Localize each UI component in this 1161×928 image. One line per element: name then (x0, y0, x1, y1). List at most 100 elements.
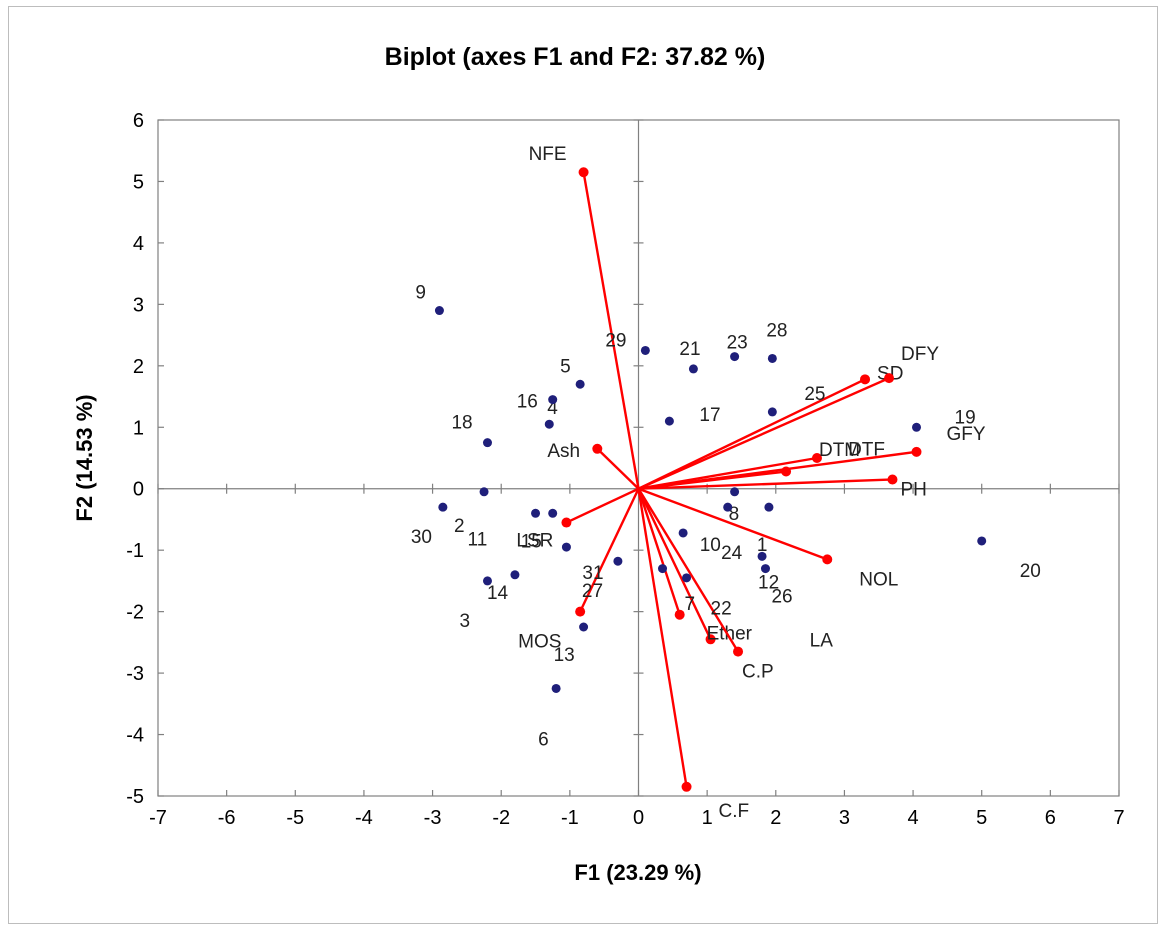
observation-label: 11 (468, 529, 488, 550)
y-tick-label: -4 (126, 725, 144, 747)
observation-point (548, 508, 558, 518)
observation-point (760, 564, 770, 574)
observation-label: 5 (560, 356, 571, 377)
variable-label: Ash (547, 441, 580, 462)
observation-label: 30 (411, 527, 432, 548)
variable-vector (596, 447, 640, 490)
observation-label: 27 (582, 581, 603, 602)
variable-endpoint (705, 634, 716, 645)
observation-point (664, 416, 674, 426)
x-tick-label: 4 (908, 807, 919, 829)
x-tick-label: 1 (702, 807, 713, 829)
variable-vector (637, 378, 866, 490)
variable-label: DFY (901, 344, 939, 365)
observation-label: 15 (521, 531, 542, 552)
observation-point (682, 573, 692, 583)
variable-vector (638, 450, 917, 490)
variable-label: MOS (518, 632, 561, 653)
variable-vector (637, 488, 688, 787)
observation-label: 19 (955, 407, 976, 428)
observation-point (482, 576, 492, 586)
observation-point (764, 502, 774, 512)
observation-label: 29 (605, 330, 626, 351)
observation-label: 2 (454, 516, 465, 537)
x-tick-label: 7 (1113, 807, 1124, 829)
observation-label: 8 (729, 504, 740, 525)
y-tick-label: -3 (126, 663, 144, 685)
observation-label: 28 (766, 320, 787, 341)
observation-label: 12 (758, 572, 779, 593)
y-tick-label: 5 (133, 171, 144, 193)
variable-endpoint (822, 554, 833, 565)
variable-vector (637, 488, 681, 616)
observation-point (767, 407, 777, 417)
observation-point (531, 508, 541, 518)
observation-point (575, 379, 585, 389)
variable-endpoint (681, 781, 692, 792)
observation-label: 18 (451, 413, 472, 434)
variable-label: C.P (742, 662, 774, 683)
y-tick-label: 6 (133, 110, 144, 132)
observation-point (510, 570, 520, 580)
observation-point (479, 487, 489, 497)
observation-point (613, 556, 623, 566)
observation-label: 22 (711, 599, 732, 620)
observation-label: 4 (547, 398, 558, 419)
observation-point (438, 502, 448, 512)
observation-label: 26 (771, 587, 792, 608)
variable-endpoint (578, 167, 589, 178)
variable-label: DTM (819, 440, 860, 461)
variable-endpoint (911, 446, 922, 457)
y-tick-label: 0 (133, 479, 144, 501)
axes-layer (157, 119, 1120, 797)
observation-label: 20 (1020, 561, 1041, 582)
x-tick-label: -1 (561, 807, 579, 829)
x-tick-label: -7 (149, 807, 167, 829)
observation-label: 14 (487, 583, 509, 604)
x-tick-label: 6 (1045, 807, 1056, 829)
y-tick-label: -1 (126, 540, 144, 562)
x-tick-label: -6 (218, 807, 236, 829)
variable-vector (579, 488, 640, 613)
x-tick-label: -2 (492, 807, 510, 829)
observation-label: 3 (459, 611, 470, 632)
observation-point (544, 419, 554, 429)
x-tick-label: 2 (770, 807, 781, 829)
variable-endpoint (811, 453, 822, 463)
observation-point (482, 438, 492, 448)
observation-label: 17 (699, 405, 720, 426)
variable-endpoint (674, 609, 685, 620)
variable-vector (638, 478, 893, 490)
observation-point (977, 536, 987, 546)
observation-point (640, 345, 650, 355)
observation-label: 31 (582, 563, 603, 584)
y-tick-label: 1 (133, 417, 144, 439)
observation-label: 24 (721, 543, 743, 564)
observation-point (767, 353, 777, 363)
x-tick-label: -3 (424, 807, 442, 829)
variable-label: DTF (848, 440, 885, 461)
observation-label: 25 (804, 384, 825, 405)
x-tick-label: 3 (839, 807, 850, 829)
y-tick-label: 3 (133, 294, 144, 316)
variable-label: LSR (516, 531, 553, 552)
observation-label: 10 (700, 535, 721, 556)
observation-label: 13 (554, 645, 575, 666)
variable-endpoint (887, 474, 898, 485)
observation-point (730, 352, 740, 362)
observation-point (757, 551, 767, 561)
observation-point (551, 683, 561, 693)
x-tick-label: 5 (976, 807, 987, 829)
observation-point (548, 395, 558, 405)
observation-label: 23 (727, 333, 748, 354)
chart-frame (8, 6, 1158, 924)
variable-endpoint (860, 374, 871, 385)
variable-endpoint (575, 606, 586, 617)
y-tick-label: 4 (133, 233, 144, 255)
variable-vector (565, 487, 640, 524)
variable-label: PH (900, 480, 926, 501)
variable-vector (637, 488, 740, 653)
observation-label: 9 (415, 283, 426, 304)
